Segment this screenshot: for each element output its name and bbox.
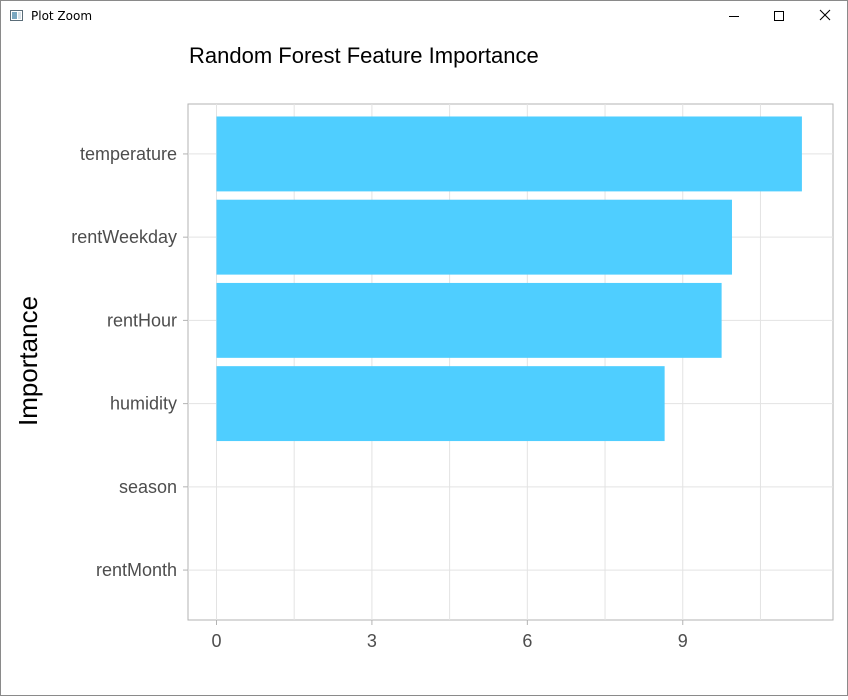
y-tick-label: humidity <box>110 394 177 414</box>
y-axis-tick-labels: temperature rentWeekday rentHour humidity se… <box>71 144 188 580</box>
x-tick-label: 9 <box>678 631 688 651</box>
bar-temperature <box>216 116 802 192</box>
title-bar[interactable]: Plot Zoom <box>1 1 847 31</box>
x-tick-label: 0 <box>211 631 221 651</box>
y-tick-label: rentHour <box>107 310 177 330</box>
minimize-icon <box>729 16 739 17</box>
y-tick-label: rentMonth <box>96 560 177 580</box>
y-tick-label: rentWeekday <box>71 227 177 247</box>
app-icon <box>10 10 23 21</box>
maximize-button[interactable] <box>756 1 802 31</box>
bar-rentWeekday <box>216 199 732 275</box>
window-title: Plot Zoom <box>31 9 93 23</box>
chart-area: Random Forest Feature Importance tempera… <box>1 31 847 695</box>
close-icon <box>819 9 831 21</box>
bar-humidity <box>216 366 665 442</box>
bars <box>216 116 802 442</box>
bar-rentHour <box>216 282 722 358</box>
maximize-icon <box>774 11 784 21</box>
feature-importance-chart: Random Forest Feature Importance tempera… <box>13 43 834 651</box>
close-button[interactable] <box>802 1 848 31</box>
x-tick-label: 6 <box>522 631 532 651</box>
y-axis-label: Importance <box>13 296 43 426</box>
y-tick-label: temperature <box>80 144 177 164</box>
y-tick-label: season <box>119 477 177 497</box>
x-axis-tick-labels: 0 3 6 9 <box>211 620 688 651</box>
minimize-button[interactable] <box>710 1 756 31</box>
chart-title: Random Forest Feature Importance <box>189 43 539 68</box>
x-tick-label: 3 <box>367 631 377 651</box>
